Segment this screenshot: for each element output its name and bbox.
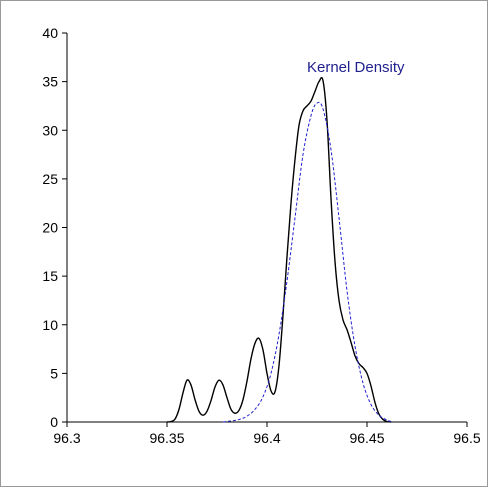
y-tick-label: 15 [42,268,58,284]
x-tick-label: 96.4 [253,430,280,446]
y-tick-label: 40 [42,25,58,41]
y-tick-label: 0 [50,414,58,430]
y-tick-label: 20 [42,220,58,236]
tick-labels: 0 5 10 15 20 25 30 35 40 96.3 96.35 96.4 96.45 96.5 [42,25,480,446]
y-tick-label: 30 [42,122,58,138]
x-tick-label: 96.3 [53,430,80,446]
x-tick-label: 96.45 [349,430,384,446]
y-tick-label: 35 [42,74,58,90]
legend-label-kernel-density: Kernel Density [307,59,405,76]
y-tick-label: 5 [50,365,58,381]
series-line-empirical [166,76,392,423]
x-tick-label: 96.35 [149,430,184,446]
y-tick-label: 10 [42,317,58,333]
axes [62,32,468,427]
series-line-kernel-density [222,101,394,423]
x-tick-label: 96.5 [453,430,480,446]
series-group [166,76,394,423]
y-tick-label: 25 [42,171,58,187]
